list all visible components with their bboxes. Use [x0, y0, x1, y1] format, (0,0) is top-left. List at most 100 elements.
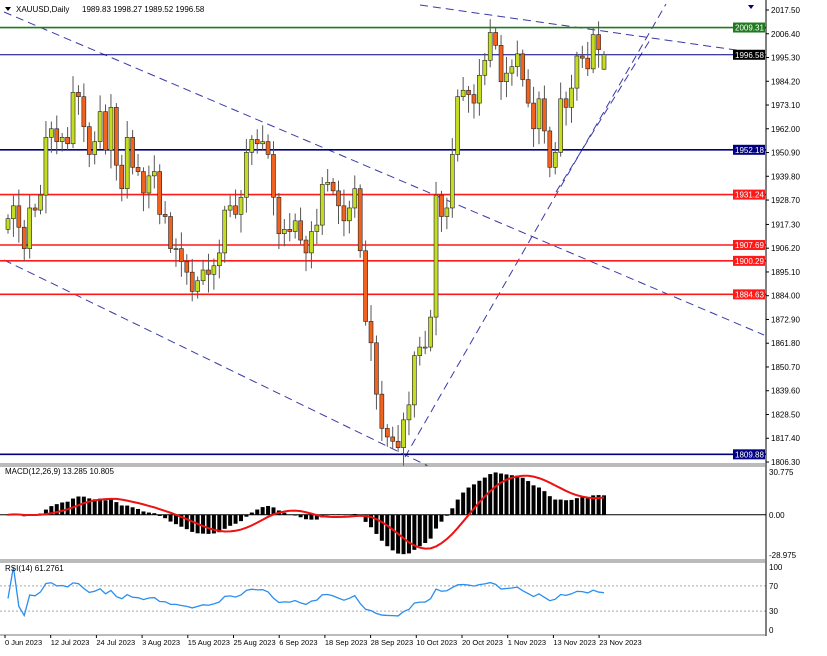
price-tick-label: 1806.30: [771, 458, 800, 467]
bear-candle: [130, 137, 135, 168]
macd-bar: [374, 514, 379, 534]
macd-bar: [434, 514, 439, 529]
bull-candle: [97, 111, 103, 142]
macd-bar: [580, 497, 585, 515]
triangle-down-icon[interactable]: [5, 7, 11, 11]
bull-candle: [222, 209, 228, 254]
time-tick-label: 18 Sep 2023: [325, 638, 368, 647]
level-tag: [733, 449, 765, 460]
bear-candle: [168, 216, 173, 249]
macd-bar: [455, 499, 460, 515]
macd-axis-label: 0.00: [769, 511, 785, 520]
bear-candle: [21, 226, 27, 249]
macd-bar: [466, 487, 471, 515]
macd-bar: [596, 495, 601, 515]
bear-candle: [330, 181, 336, 192]
time-tick-label: 10 Oct 2023: [416, 638, 457, 647]
bear-candle: [498, 45, 504, 82]
bull-candle: [574, 55, 580, 89]
macd-bar: [130, 507, 135, 515]
bear-candle: [189, 271, 195, 292]
macd-bar: [163, 514, 168, 519]
price-tick-label: 1928.70: [771, 196, 800, 205]
macd-bar: [509, 475, 514, 515]
bull-candle: [124, 137, 130, 190]
bull-candle: [146, 175, 152, 194]
price-tick-label: 1917.30: [771, 220, 800, 229]
level-tag: [733, 255, 765, 266]
price-tick-label: 1861.80: [771, 339, 800, 348]
bull-candle: [282, 229, 287, 234]
price-tick-label: 1984.20: [771, 77, 800, 86]
bear-candle: [493, 32, 498, 46]
bear-candle: [135, 167, 141, 172]
bull-candle: [590, 34, 596, 70]
bull-candle: [460, 89, 466, 97]
macd-axis-label: -28.975: [769, 551, 797, 560]
macd-bar: [233, 514, 238, 524]
macd-bar: [211, 514, 216, 534]
bear-candle: [162, 214, 168, 217]
macd-bar: [81, 496, 86, 515]
bull-candle: [406, 404, 412, 421]
macd-bar: [201, 514, 206, 534]
bull-candle: [477, 74, 482, 104]
rsi-pane[interactable]: [0, 566, 766, 618]
rsi-line: [7, 566, 605, 618]
bull-candle: [211, 265, 217, 275]
bear-candle: [54, 128, 60, 142]
rsi-axis-label: 70: [769, 582, 778, 591]
bear-candle: [119, 164, 125, 190]
bear-candle: [363, 250, 368, 322]
macd-bar: [499, 473, 504, 515]
macd-bar: [184, 514, 189, 530]
bear-candle: [184, 261, 190, 273]
macd-bar: [43, 509, 48, 515]
price-pane[interactable]: [0, 3, 766, 467]
macd-bar: [493, 472, 498, 515]
bull-candle: [314, 224, 320, 232]
bear-candle: [179, 248, 184, 262]
macd-bar: [173, 514, 178, 525]
rsi-axis-label: 100: [769, 563, 783, 572]
macd-bar: [591, 495, 596, 515]
axes: 2017.50 2006.40 1995.30 1984.20 1973.10 1962.…: [0, 0, 800, 647]
macd-bar: [461, 492, 466, 515]
macd-bar: [146, 512, 151, 515]
macd-bar: [504, 474, 509, 515]
macd-bar: [423, 514, 428, 543]
level-tag-label: 1931.24: [735, 191, 764, 200]
ohlc-readout: 1989.83 1998.27 1989.52 1996.58: [82, 5, 205, 14]
macd-bar: [428, 514, 433, 539]
bull-candle: [151, 171, 157, 177]
bull-candle: [49, 128, 54, 138]
bear-candle: [395, 440, 401, 448]
bull-candle: [569, 87, 574, 108]
level-tag: [733, 189, 765, 200]
bull-candle: [43, 137, 49, 196]
shift-marker-icon[interactable]: [748, 5, 754, 9]
time-tick-label: 1 Nov 2023: [508, 638, 546, 647]
level-tag-label: 2009.31: [735, 24, 764, 33]
macd-axis-label: 30.775: [769, 468, 794, 477]
bull-candle: [428, 316, 433, 348]
macd-pane[interactable]: [0, 472, 766, 555]
level-tag-label: 1809.88: [735, 450, 764, 459]
bear-candle: [303, 239, 309, 254]
macd-bar: [255, 509, 260, 515]
bear-candle: [585, 57, 591, 70]
price-tick-label: 2006.40: [771, 30, 800, 39]
bear-candle: [336, 190, 341, 207]
macd-label: MACD(12,26,9) 13.285 10.805: [5, 467, 115, 476]
price-tick-label: 1884.00: [771, 292, 800, 301]
time-tick-label: 25 Aug 2023: [234, 638, 276, 647]
time-tick-label: 12 Jul 2023: [51, 638, 90, 647]
level-tag: [733, 22, 765, 33]
bull-candle: [487, 32, 493, 61]
bear-candle: [76, 92, 81, 97]
bear-candle: [547, 130, 553, 168]
bull-candle: [173, 248, 179, 250]
bear-candle: [563, 98, 569, 108]
macd-bar: [526, 481, 531, 515]
